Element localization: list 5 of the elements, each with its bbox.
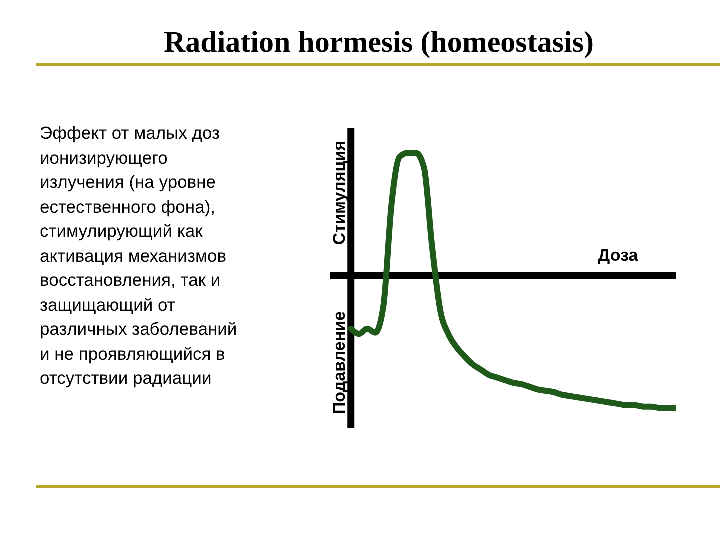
chart-title: Radiation hormesis (homeostasis)	[162, 26, 595, 60]
y-axis-title: Стимуляция	[330, 140, 350, 246]
annotation: Подавление	[330, 311, 350, 415]
text: Эффект от малых доз ионизирующего излучения (на уровне естественного фона), стимулирующий как активация механизмов восстановления, так и защищающий от различных заболеваний и не проявляющийся в отсутствии радиации	[40, 123, 238, 388]
x-axis-title: Доза	[598, 246, 638, 266]
